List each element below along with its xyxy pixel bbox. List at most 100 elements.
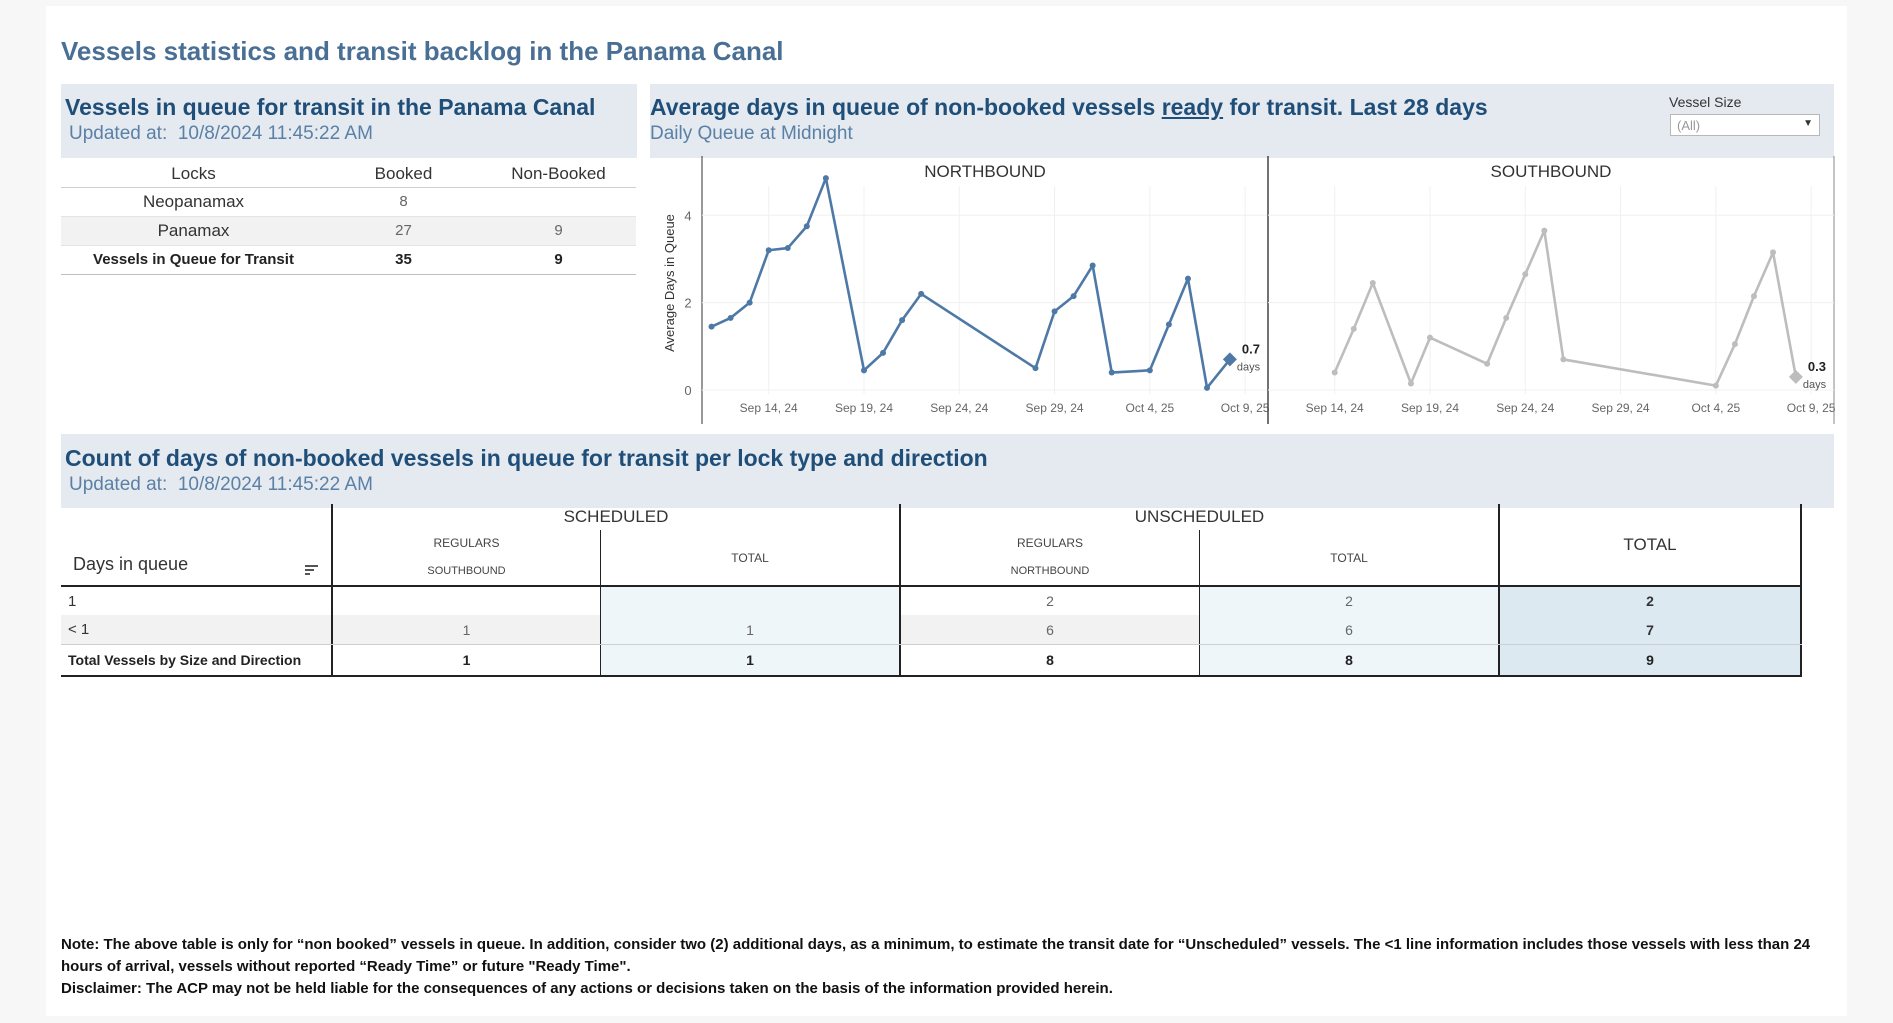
queue-panel-header: Vessels in queue for transit in the Pana… [61, 84, 637, 158]
table-row[interactable]: Neopanamax 8 [61, 187, 636, 217]
data-point [1750, 293, 1757, 300]
series-line [1333, 229, 1798, 387]
last-point-marker [1788, 369, 1803, 384]
data-point [746, 299, 753, 306]
end-unit-label: days [1803, 379, 1827, 391]
nonbooked-value: 9 [481, 216, 636, 246]
x-tick-label: Sep 29, 24 [1592, 401, 1650, 415]
data-point [1146, 367, 1153, 374]
footnote: Note: The above table is only for “non b… [61, 934, 1836, 1000]
total-label: Vessels in Queue for Transit [61, 245, 326, 275]
count-panel-updated: Updated at: 10/8/2024 11:45:22 AM [69, 474, 373, 495]
sched-reg-sb-value [333, 587, 600, 615]
data-point [1032, 365, 1039, 372]
series-line [710, 176, 1231, 390]
x-tick-label: Sep 24, 24 [1496, 401, 1554, 415]
sched-total-total: 1 [746, 652, 754, 668]
x-tick-label: Sep 14, 24 [740, 401, 798, 415]
data-point [1770, 249, 1777, 256]
sched-total-header: TOTAL [731, 550, 769, 565]
data-point [803, 223, 810, 230]
dropdown-arrow-icon[interactable]: ▼ [1803, 118, 1813, 129]
last-point-marker [1222, 352, 1237, 367]
x-tick-label: Sep 14, 24 [1306, 401, 1364, 415]
data-point [918, 290, 925, 297]
days-in-queue-header: Days in queue [73, 554, 189, 574]
unsched-reg-nb-value: 6 [1046, 621, 1054, 638]
table-row[interactable]: Panamax 27 9 [61, 216, 636, 246]
y-tick-label: 0 [684, 383, 691, 398]
data-point [1541, 227, 1548, 234]
grand-total: 9 [1646, 652, 1654, 668]
queue-col-nonbooked: Non-Booked [481, 161, 636, 188]
total-nonbooked: 9 [481, 245, 636, 275]
count-table: Days in queue SCHEDULED UNSCHEDULED TOTA… [61, 504, 1832, 677]
sched-southbound-header: SOUTHBOUND [427, 565, 506, 577]
data-point [1070, 293, 1077, 300]
count-panel-title: Count of days of non-booked vessels in q… [65, 445, 988, 471]
data-point [1503, 314, 1510, 321]
end-unit-label: days [1237, 361, 1261, 373]
data-point [708, 323, 715, 330]
line-charts: NORTHBOUND Sep 14, 24 Sep 19, 24 Sep 24, 24… [662, 156, 1836, 424]
data-point [899, 317, 906, 324]
chart-panel-subtitle: Daily Queue at Midnight [650, 123, 853, 144]
x-tick-label: Oct 4, 25 [1125, 401, 1174, 415]
total-value: 2 [1646, 593, 1654, 609]
vessel-size-label: Vessel Size [1669, 94, 1742, 110]
x-tick-label: Oct 4, 25 [1691, 401, 1740, 415]
x-tick-label: Oct 9, 25 [1221, 401, 1270, 415]
disclaimer-text: Disclaimer: The ACP may not be held liab… [61, 980, 1113, 997]
end-value-label: 0.3 [1808, 359, 1826, 374]
table-row-total[interactable]: Vessels in Queue for Transit 35 9 [61, 245, 636, 275]
data-point [1089, 262, 1096, 269]
data-point [1407, 380, 1414, 387]
unsched-regulars-header: REGULARS [1016, 536, 1084, 550]
data-point [1484, 360, 1491, 367]
data-point [1108, 369, 1115, 376]
total-booked: 35 [326, 245, 481, 275]
count-panel-header: Count of days of non-booked vessels in q… [61, 434, 1834, 508]
sched-total-value: 1 [746, 621, 754, 638]
unsched-reg-nb-value: 2 [1046, 593, 1054, 609]
row-alt-bg [899, 615, 1200, 644]
lock-name: Neopanamax [61, 187, 326, 217]
sort-icon[interactable] [301, 560, 323, 580]
queue-panel-updated: Updated at: 10/8/2024 11:45:22 AM [69, 123, 373, 144]
data-point [1369, 280, 1376, 286]
y-tick-label: 4 [684, 208, 691, 223]
chart-panel-title: Average days in queue of non-booked vess… [650, 94, 1488, 120]
ready-link[interactable]: ready [1161, 94, 1224, 120]
data-point [1051, 308, 1058, 315]
vessel-size-value: (All) [1677, 118, 1701, 133]
data-point [860, 367, 867, 374]
note-text: Note: The above table is only for “non b… [61, 936, 1811, 975]
unsched-total-value: 6 [1345, 621, 1353, 638]
vessel-size-dropdown[interactable]: (All) ▼ [1670, 114, 1820, 136]
total-header: TOTAL [1623, 534, 1677, 554]
unscheduled-total-bg [1200, 586, 1498, 675]
data-point [1426, 334, 1433, 341]
data-point [1350, 325, 1357, 332]
queue-col-locks: Locks [61, 161, 326, 188]
y-axis-label: Average Days in Queue [662, 214, 677, 352]
data-point [727, 314, 734, 321]
scheduled-total-bg [601, 586, 899, 675]
data-point [1712, 382, 1719, 389]
unsched-total-value: 2 [1345, 593, 1353, 609]
data-point [880, 349, 887, 356]
end-value-label: 0.7 [1242, 341, 1260, 356]
sched-reg-sb-total: 1 [462, 652, 471, 668]
unscheduled-header: UNSCHEDULED [1134, 507, 1265, 526]
x-tick-label: Oct 9, 25 [1787, 401, 1836, 415]
page-title: Vessels statistics and transit backlog i… [61, 36, 784, 66]
grand-total-bg [1499, 586, 1800, 675]
data-point [784, 245, 791, 252]
data-point [1204, 384, 1211, 391]
data-point [765, 247, 772, 254]
facet-title: NORTHBOUND [924, 162, 1046, 181]
data-point [1165, 321, 1172, 328]
nonbooked-value [481, 187, 636, 217]
x-tick-label: Sep 19, 24 [835, 401, 893, 415]
scheduled-header: SCHEDULED [563, 507, 669, 526]
